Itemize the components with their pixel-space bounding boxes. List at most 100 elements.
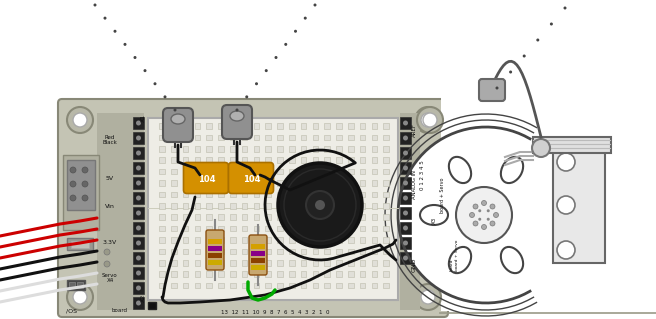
Bar: [325, 260, 330, 266]
Bar: [254, 214, 259, 220]
Bar: [195, 271, 200, 277]
Bar: [289, 192, 295, 197]
Bar: [159, 203, 165, 209]
Bar: [195, 237, 200, 243]
Bar: [336, 123, 342, 129]
Ellipse shape: [420, 205, 448, 225]
Bar: [254, 135, 259, 140]
Bar: [289, 237, 295, 243]
Bar: [325, 180, 330, 186]
Bar: [371, 237, 377, 243]
Circle shape: [136, 271, 141, 276]
Bar: [207, 169, 212, 174]
Bar: [348, 157, 354, 163]
Bar: [242, 214, 247, 220]
Bar: [208, 253, 222, 258]
Circle shape: [136, 166, 141, 170]
Circle shape: [537, 39, 539, 41]
Circle shape: [113, 30, 117, 33]
Circle shape: [136, 286, 141, 291]
Bar: [171, 283, 176, 288]
Bar: [359, 123, 365, 129]
Circle shape: [532, 139, 550, 157]
Bar: [159, 123, 165, 129]
Bar: [336, 192, 342, 197]
Bar: [230, 157, 236, 163]
Bar: [325, 214, 330, 220]
Bar: [301, 283, 306, 288]
Bar: [336, 157, 342, 163]
Bar: [195, 226, 200, 231]
FancyBboxPatch shape: [222, 105, 252, 139]
Bar: [254, 157, 259, 163]
Bar: [251, 244, 265, 249]
Bar: [277, 249, 283, 254]
Bar: [289, 146, 295, 152]
Bar: [195, 180, 200, 186]
Bar: [230, 249, 236, 254]
Bar: [266, 135, 271, 140]
Bar: [183, 271, 188, 277]
Circle shape: [70, 195, 76, 201]
Bar: [133, 192, 144, 204]
Bar: [133, 252, 144, 264]
Circle shape: [421, 113, 435, 127]
Bar: [159, 157, 165, 163]
Text: board: board: [112, 308, 128, 314]
Bar: [171, 249, 176, 254]
Bar: [207, 260, 212, 266]
Bar: [289, 226, 295, 231]
Bar: [383, 237, 389, 243]
Bar: [242, 260, 247, 266]
Text: 13  12  11  10  9  8  7  6  5  4  3  2  1  0: 13 12 11 10 9 8 7 6 5 4 3 2 1 0: [221, 310, 329, 315]
Bar: [348, 203, 354, 209]
Bar: [400, 177, 411, 189]
Bar: [400, 222, 411, 234]
Bar: [400, 113, 420, 310]
Circle shape: [487, 218, 490, 221]
Bar: [371, 260, 377, 266]
Bar: [159, 146, 165, 152]
Bar: [348, 123, 354, 129]
Bar: [277, 180, 283, 186]
Bar: [301, 260, 306, 266]
Circle shape: [274, 56, 277, 59]
Bar: [230, 169, 236, 174]
Bar: [183, 169, 188, 174]
Bar: [313, 214, 318, 220]
Bar: [254, 237, 259, 243]
Text: X2: X2: [140, 294, 146, 302]
Bar: [183, 283, 188, 288]
Bar: [159, 283, 165, 288]
Bar: [359, 237, 365, 243]
Bar: [336, 271, 342, 277]
Bar: [159, 226, 165, 231]
Circle shape: [134, 56, 136, 59]
Text: /OS: /OS: [66, 308, 77, 314]
Bar: [348, 249, 354, 254]
Bar: [383, 249, 389, 254]
Bar: [207, 192, 212, 197]
Circle shape: [482, 201, 487, 205]
Bar: [277, 260, 283, 266]
Bar: [371, 180, 377, 186]
Bar: [266, 192, 271, 197]
Bar: [171, 135, 176, 140]
Bar: [383, 226, 389, 231]
Bar: [195, 214, 200, 220]
Bar: [313, 180, 318, 186]
Bar: [67, 280, 85, 290]
Bar: [383, 135, 389, 140]
Bar: [277, 157, 283, 163]
Bar: [133, 162, 144, 174]
Circle shape: [104, 261, 110, 267]
Bar: [183, 214, 188, 220]
Bar: [266, 214, 271, 220]
Bar: [207, 249, 212, 254]
Bar: [301, 146, 306, 152]
Bar: [383, 123, 389, 129]
Bar: [371, 192, 377, 197]
Bar: [325, 271, 330, 277]
Bar: [313, 249, 318, 254]
Circle shape: [73, 290, 87, 304]
